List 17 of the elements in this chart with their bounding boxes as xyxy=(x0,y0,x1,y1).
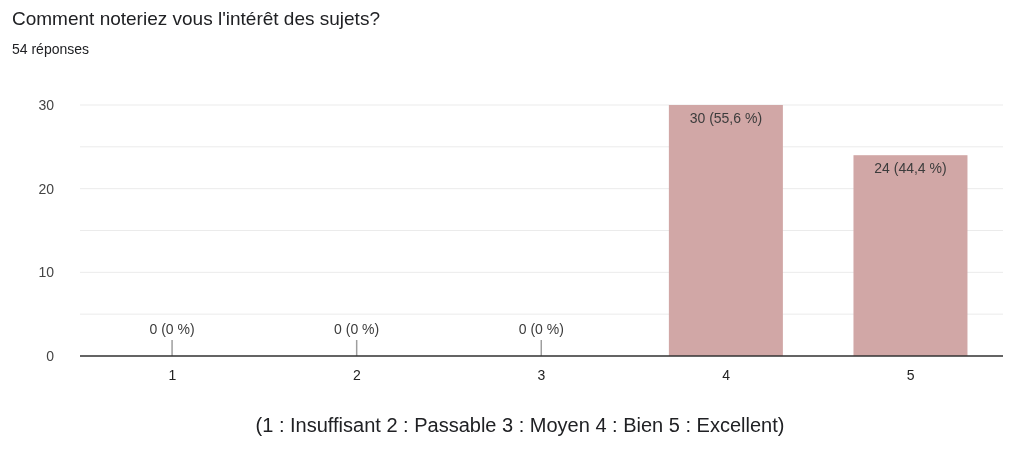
x-tick-label: 1 xyxy=(168,366,177,383)
data-label: 0 (0 %) xyxy=(334,321,380,337)
data-label: 0 (0 %) xyxy=(149,321,195,337)
data-label: 0 (0 %) xyxy=(518,321,564,337)
x-tick-label: 4 xyxy=(722,366,731,383)
x-axis-title: (1 : Insuffisant 2 : Passable 3 : Moyen 4 : Bien 5 : Excellent) xyxy=(254,414,786,437)
x-tick-label: 5 xyxy=(906,366,915,383)
chart-title: Comment noteriez vous l'intérêt des sujets? xyxy=(12,8,380,30)
x-tick-label: 3 xyxy=(537,366,546,383)
x-tick-label: 2 xyxy=(353,366,361,383)
y-tick-label: 0 xyxy=(46,347,55,364)
y-tick-label: 30 xyxy=(38,96,55,113)
data-label: 30 (55,6 %) xyxy=(689,110,763,126)
y-tick-label: 10 xyxy=(38,264,55,281)
y-tick-label: 20 xyxy=(38,180,55,197)
data-label: 24 (44,4 %) xyxy=(874,160,947,177)
chart-subtitle: 54 réponses xyxy=(12,41,90,57)
